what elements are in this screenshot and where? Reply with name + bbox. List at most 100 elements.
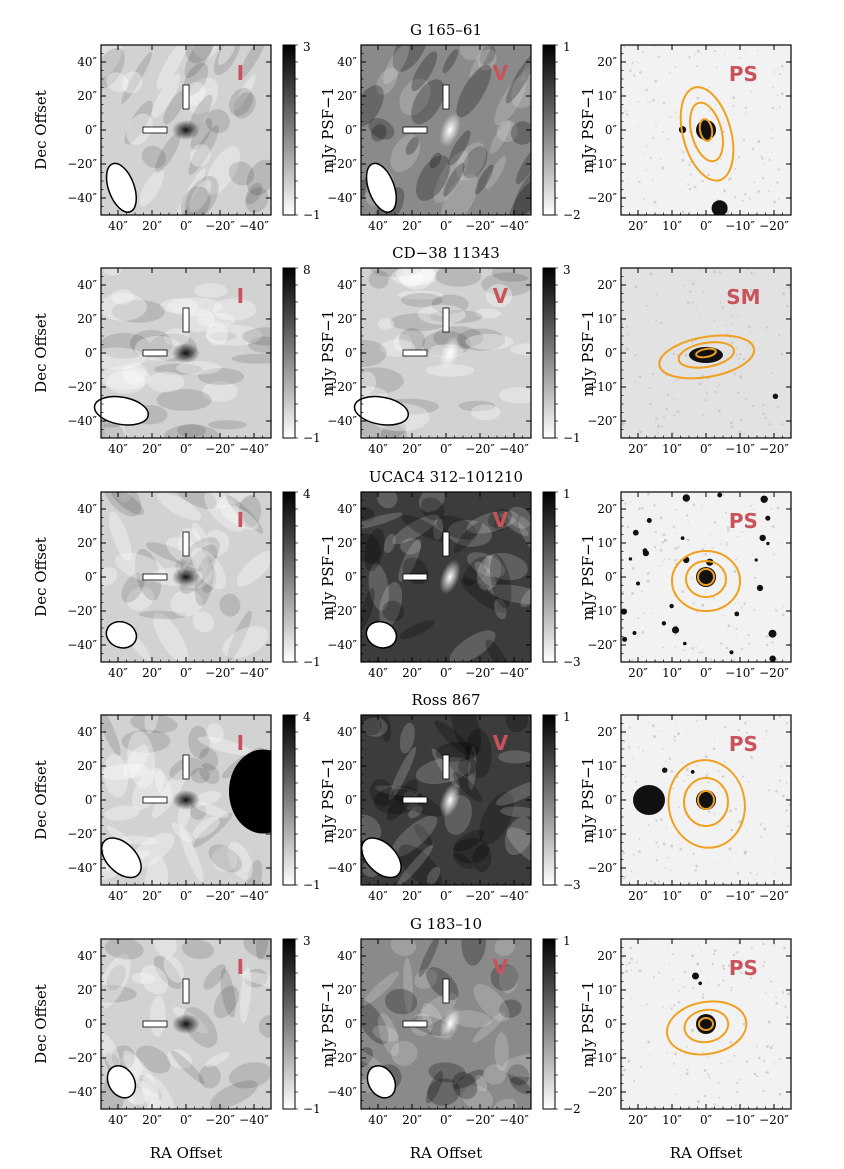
speckle: [707, 773, 710, 775]
speckle: [725, 324, 727, 327]
noise-blob: [177, 423, 206, 438]
speckle: [684, 597, 686, 599]
speckle: [773, 553, 775, 556]
speckle: [665, 828, 668, 830]
y-tick-label: −40″: [327, 638, 357, 652]
speckle: [779, 73, 782, 76]
speckle: [763, 961, 766, 964]
colorbar-label: mJy PSF−1: [579, 757, 597, 843]
x-tick-label: 20″: [142, 889, 162, 903]
speckle: [696, 1100, 700, 1103]
noise-blob: [145, 542, 196, 566]
speckle: [718, 271, 722, 274]
x-tick-label: −20″: [205, 1113, 235, 1127]
colorbar-max-label: 8: [303, 263, 311, 277]
speckle: [775, 996, 777, 998]
stokes-i-label: I: [237, 731, 244, 755]
colorbar-label: mJy PSF−1: [579, 534, 597, 620]
noise-blob: [499, 965, 518, 994]
speckle: [765, 635, 769, 638]
speckle: [723, 614, 725, 617]
speckle: [761, 157, 764, 160]
field-star: [717, 492, 723, 498]
speckle: [700, 949, 702, 952]
speckle: [740, 971, 743, 974]
noise-blob: [458, 757, 477, 776]
speckle: [687, 183, 690, 186]
speckle: [672, 787, 674, 790]
noise-blob: [247, 336, 271, 353]
speckle: [627, 746, 631, 749]
noise-blob: [123, 1050, 160, 1099]
beam-ellipse: [353, 395, 410, 426]
marker-vertical: [442, 307, 450, 333]
speckle: [717, 984, 721, 987]
marker-horizontal: [402, 796, 428, 804]
x-tick-label: 10″: [662, 666, 682, 680]
speckle: [724, 53, 726, 55]
speckle: [762, 163, 764, 166]
speckle: [648, 386, 651, 389]
y-tick-label: 40″: [77, 502, 97, 516]
speckle: [696, 65, 699, 68]
noise-blob: [475, 1074, 488, 1092]
x-tick-label: 20″: [402, 889, 422, 903]
speckle: [713, 319, 716, 322]
speckle: [664, 558, 666, 560]
noise-blob: [246, 159, 271, 196]
colorbar-max-label: 3: [563, 263, 571, 277]
noise-blob: [361, 339, 387, 367]
speckle: [744, 48, 745, 50]
flux-contour: [667, 759, 746, 849]
noise-blob: [101, 954, 131, 1010]
speckle: [744, 193, 747, 196]
speckle: [699, 316, 701, 319]
speckle: [780, 757, 782, 759]
speckle: [742, 1022, 746, 1026]
speckle: [780, 765, 783, 768]
x-tick-label: 20″: [142, 666, 162, 680]
x-tick-label: 0″: [180, 1113, 193, 1127]
speckle: [785, 722, 789, 725]
speckle: [623, 748, 626, 751]
speckle: [621, 422, 625, 426]
speckle: [660, 158, 662, 160]
speckle: [681, 179, 683, 181]
speckle: [784, 762, 786, 764]
speckle: [641, 1005, 643, 1008]
speckle: [719, 301, 722, 304]
speckle: [716, 792, 718, 794]
source-emission: [439, 335, 461, 371]
speckle: [721, 539, 723, 541]
x-tick-label: −20″: [465, 442, 495, 456]
speckle: [637, 101, 639, 103]
speckle: [722, 122, 724, 124]
noise-blob: [447, 519, 493, 547]
speckle: [767, 1020, 771, 1024]
speckle: [647, 721, 649, 723]
speckle: [749, 523, 751, 526]
speckle: [742, 138, 746, 141]
noise-blob: [520, 586, 531, 608]
stokes-v-panel: V 40″ 40″ 20″ 20″ 0″ 0″ −20″ −20″ −40″ −40″: [327, 938, 532, 1127]
speckle: [737, 357, 741, 360]
speckle: [626, 326, 629, 329]
speckle: [644, 296, 646, 298]
noise-blob: [101, 293, 147, 321]
y-tick-label: −40″: [327, 191, 357, 205]
speckle: [669, 115, 672, 118]
x-tick-label: 20″: [402, 666, 422, 680]
y-tick-label: 20″: [597, 502, 617, 516]
speckle: [766, 1071, 769, 1074]
speckle: [732, 953, 736, 957]
noise-blob: [139, 1075, 162, 1101]
y-tick-label: 20″: [337, 759, 357, 773]
x-tick-label: 0″: [440, 219, 453, 233]
colorbar-label: mJy PSF−1: [579, 981, 597, 1067]
speckle: [748, 391, 750, 393]
noise-blob: [510, 121, 531, 145]
speckle: [768, 159, 771, 161]
speckle: [744, 850, 747, 854]
noise-blob: [414, 823, 433, 846]
